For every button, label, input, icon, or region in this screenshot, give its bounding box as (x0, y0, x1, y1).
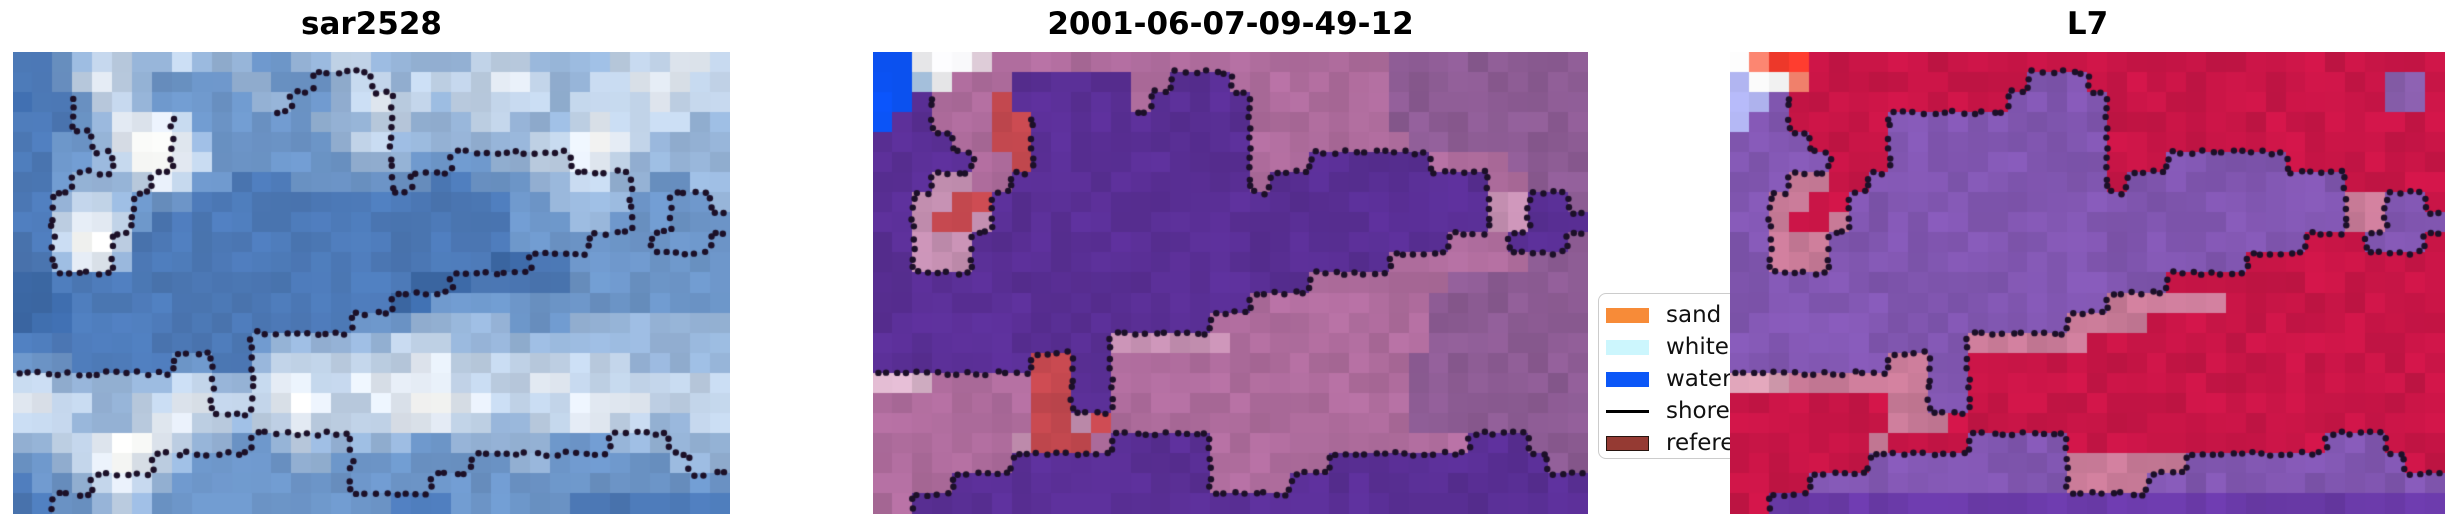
panel-l7: L7 (1730, 6, 2445, 514)
water-swatch (1606, 371, 1649, 387)
legend-row-water: water (1599, 363, 1869, 395)
panel-title-sar2528: sar2528 (301, 6, 442, 42)
legend-row-sand: sand (1599, 299, 1869, 331)
legend-label-water: water (1666, 366, 1732, 392)
reference-swatch (1606, 435, 1649, 451)
panel-title-date: 2001-06-07-09-49-12 (1047, 6, 1414, 42)
legend-label-sand: sand (1666, 302, 1722, 328)
l7-image (1730, 52, 2445, 514)
sar2528-image (13, 52, 730, 514)
sand-swatch (1606, 307, 1649, 323)
panel-sar2528: sar2528 (13, 6, 730, 514)
panel-title-l7: L7 (2066, 6, 2109, 42)
panel-classified-date: 2001-06-07-09-49-12 (873, 6, 1588, 514)
classified-image (873, 52, 1588, 514)
shoreline-icon (1606, 409, 1649, 413)
whitewater-swatch (1606, 339, 1649, 355)
